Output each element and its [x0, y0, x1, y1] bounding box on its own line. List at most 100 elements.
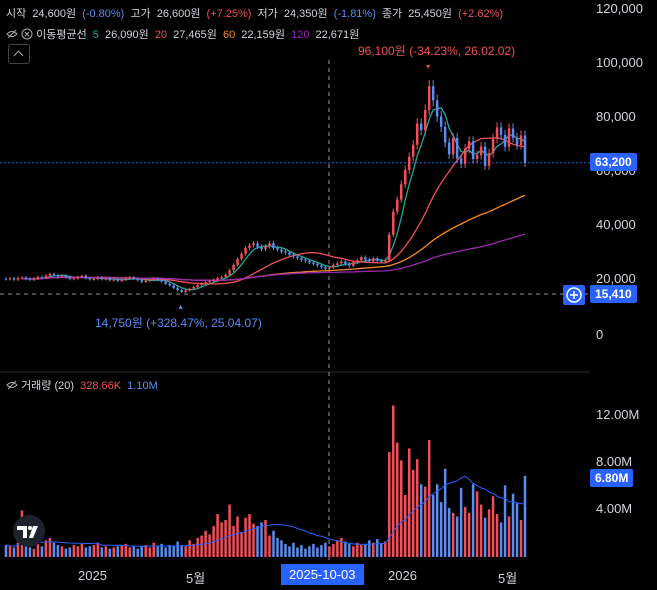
volume-bar	[8, 546, 12, 557]
candle-body	[392, 211, 395, 235]
candle-body	[467, 141, 471, 149]
volume-bar	[132, 546, 135, 557]
volume-bar	[328, 546, 331, 557]
price-tick: 0	[596, 327, 604, 342]
high-label: 고가	[130, 8, 151, 20]
candle-body	[316, 263, 319, 266]
volume-bar	[56, 545, 60, 557]
candle-body	[104, 278, 108, 280]
volume-bar	[180, 545, 183, 557]
volume-bar	[188, 540, 191, 557]
volume-bar	[523, 475, 527, 557]
eye-off-icon[interactable]	[6, 379, 18, 391]
candle-body	[268, 243, 271, 247]
volume-bar	[276, 537, 279, 557]
candle-body	[463, 148, 467, 164]
candle-body	[471, 141, 475, 159]
candle-body	[503, 134, 507, 147]
volume-bar	[272, 530, 275, 557]
volume-bar	[84, 547, 88, 557]
volume-bar	[152, 542, 155, 557]
ma5-value: 26,090원	[104, 29, 149, 41]
volume-bar	[515, 503, 519, 557]
last-price-tag: 63,200	[590, 153, 637, 171]
volume-bar	[32, 548, 36, 557]
candle-body	[220, 276, 223, 279]
volume-bar	[92, 545, 96, 557]
candle-body	[32, 278, 36, 280]
candle-body	[208, 281, 211, 283]
candle-body	[180, 290, 183, 292]
candle-body	[200, 283, 203, 286]
candle-body	[280, 249, 283, 252]
volume-bar	[483, 517, 487, 557]
candle-body	[292, 254, 295, 257]
price-tick: 20,000	[596, 271, 636, 286]
ma-line-20	[21, 137, 526, 285]
volume-tick: 4.00M	[596, 501, 633, 516]
candle-body	[419, 123, 423, 131]
volume-bar	[128, 547, 131, 557]
volume-bar	[388, 452, 391, 557]
volume-ma-line	[5, 475, 526, 547]
candle-body	[276, 248, 279, 250]
low-marker: ▴	[179, 302, 183, 311]
volume-bar	[244, 517, 247, 557]
volume-bar	[104, 546, 108, 557]
candle-body	[479, 146, 483, 156]
collapse-legend-button[interactable]	[8, 44, 30, 64]
candle-body	[451, 137, 455, 155]
volume-bar	[364, 543, 367, 557]
candle-body	[304, 259, 307, 261]
candle-body	[96, 277, 100, 279]
ma120-value: 22,671원	[315, 29, 360, 41]
candle-body	[68, 277, 72, 279]
volume-label: 거래량 (20)	[21, 380, 75, 392]
volume-bar	[256, 525, 259, 557]
volume-bar	[4, 545, 8, 557]
volume-bar	[108, 548, 112, 557]
add-alert-button[interactable]	[563, 285, 585, 305]
volume-bar	[392, 405, 395, 557]
volume-bar	[475, 491, 479, 557]
volume-bar	[511, 493, 515, 557]
volume-bar	[240, 531, 243, 557]
candle-body	[491, 138, 495, 154]
candle-body	[4, 278, 8, 280]
volume-bar	[407, 448, 411, 557]
candle-body	[348, 263, 351, 266]
candle-body	[244, 248, 247, 254]
candle-body	[388, 234, 391, 261]
volume-bar	[320, 545, 323, 557]
candle-body	[12, 278, 16, 280]
candle-body	[248, 245, 251, 249]
close-icon[interactable]	[21, 28, 33, 40]
candle-body	[36, 276, 40, 279]
candle-body	[439, 116, 443, 127]
high-change: (+7.25%)	[206, 8, 252, 20]
volume-bar	[208, 534, 211, 557]
candle-body	[511, 128, 515, 138]
volume-bar	[503, 485, 507, 557]
volume-bar	[124, 543, 128, 557]
low-annotation: 14,750원 (+328.47%, 25.04.07)	[95, 316, 262, 330]
candle-body	[407, 156, 411, 170]
candle-body	[256, 243, 259, 247]
volume-bar	[40, 546, 44, 557]
volume-bar	[308, 546, 311, 557]
eye-off-icon[interactable]	[6, 28, 18, 40]
low-value: 24,350원	[283, 8, 328, 20]
candle-body	[112, 279, 116, 281]
candle-body	[228, 270, 231, 275]
candle-body	[252, 243, 255, 246]
volume-bar	[16, 542, 20, 557]
volume-bar	[443, 468, 447, 557]
candle-body	[435, 100, 439, 117]
tradingview-logo[interactable]	[10, 515, 48, 547]
volume-bar	[455, 516, 459, 557]
candle-body	[336, 263, 339, 265]
candle-body	[396, 199, 399, 212]
volume-bar	[72, 545, 76, 557]
volume-bar	[264, 520, 267, 557]
